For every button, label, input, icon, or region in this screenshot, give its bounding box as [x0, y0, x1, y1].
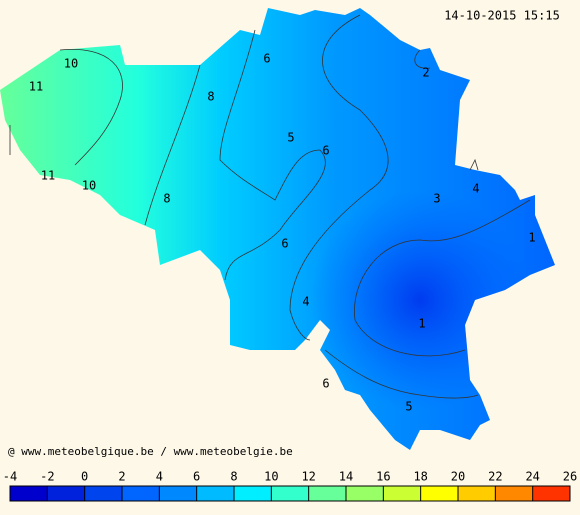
contour-label: 6	[281, 237, 288, 251]
colorbar-segment	[308, 486, 346, 501]
colorbar-segment	[458, 486, 496, 501]
colorbar-segment	[532, 486, 570, 501]
colorbar-label: 10	[264, 470, 278, 484]
contour	[324, 349, 479, 399]
colorbar-segment	[271, 486, 309, 501]
colorbar-label: 4	[156, 470, 163, 484]
timestamp: 14-10-2015 15:15	[444, 9, 560, 23]
colorbar-label: 6	[193, 470, 200, 484]
contour	[144, 64, 201, 226]
contour-label: 10	[64, 57, 78, 71]
contour-label: 4	[472, 182, 479, 196]
colorbar-segment	[420, 486, 458, 501]
colorbar-segment	[234, 486, 272, 501]
colorbar-segment	[122, 486, 160, 501]
colorbar-label: 20	[451, 470, 465, 484]
contour	[59, 48, 123, 166]
contour-label: 5	[405, 400, 412, 414]
colorbar-label: 18	[413, 470, 427, 484]
contour-label: 8	[163, 192, 170, 206]
contour-label: 10	[82, 179, 96, 193]
contour	[354, 199, 531, 357]
colorbar-label: -2	[40, 470, 54, 484]
contour-label: 8	[207, 90, 214, 104]
colorbar-segment	[196, 486, 234, 501]
colorbar-segment	[10, 486, 48, 501]
colorbar-segment	[383, 486, 421, 501]
colorbar-label: 0	[81, 470, 88, 484]
contour-label: 6	[322, 144, 329, 158]
contour	[289, 14, 389, 341]
colorbar-segment	[495, 486, 533, 501]
belgium	[0, 8, 555, 450]
contour-label: 6	[322, 377, 329, 391]
contour-label: 5	[287, 131, 294, 145]
colorbar: -4 -2 0 2 4 6 8 10 12 14 16 18 20 22 24 26	[3, 470, 577, 502]
contour-label: 11	[29, 80, 43, 94]
contour-label: 6	[263, 52, 270, 66]
contour-label: 1	[528, 231, 535, 245]
colorbar-label: 12	[301, 470, 315, 484]
contours	[9, 14, 531, 399]
contour-label: 1	[418, 317, 425, 331]
colorbar-label: -4	[3, 470, 17, 484]
colorbar-segment	[159, 486, 197, 501]
contour	[414, 49, 431, 69]
colorbar-label: 2	[118, 470, 125, 484]
contour-label: 4	[302, 295, 309, 309]
contour	[219, 29, 326, 281]
credit: @ www.meteobelgique.be / www.meteobelgie…	[8, 445, 293, 458]
colorbar-label: 16	[376, 470, 390, 484]
colorbar-label: 8	[230, 470, 237, 484]
contour	[469, 158, 479, 171]
cold-core	[0, 8, 555, 450]
contour-label: 11	[41, 169, 55, 183]
colorbar-segment	[47, 486, 85, 501]
colorbar-label: 14	[339, 470, 353, 484]
colorbar-frame	[9, 485, 571, 502]
colorbar-segment	[346, 486, 384, 501]
contour-label: 3	[433, 192, 440, 206]
colorbar-label: 22	[488, 470, 502, 484]
colorbar-label: 26	[563, 470, 577, 484]
colorbar-segment	[84, 486, 122, 501]
contour-label: 2	[422, 66, 429, 80]
colorbar-label: 24	[525, 470, 539, 484]
